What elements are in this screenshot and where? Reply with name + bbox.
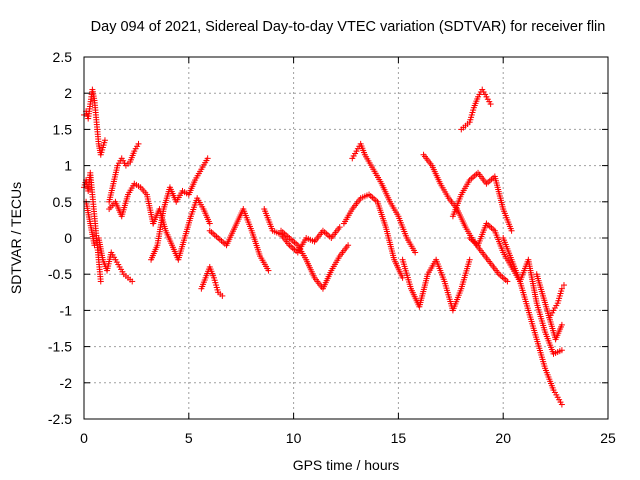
data-point xyxy=(504,278,511,285)
data-point xyxy=(412,249,419,256)
y-tick-labels: 2.5 2 1.5 1 0.5 0 -0.5 -1 -1.5 -2 -2.5 xyxy=(48,49,72,427)
axis-ticks xyxy=(83,56,609,420)
x-tick-labels: 0 5 10 15 20 25 xyxy=(80,430,616,446)
y-tick-label: -2 xyxy=(60,375,73,391)
y-tick-label: -1 xyxy=(60,302,73,318)
data-point xyxy=(336,224,343,231)
y-tick-label: 1.5 xyxy=(53,121,73,137)
x-tick-label: 5 xyxy=(185,430,193,446)
data-point xyxy=(97,278,104,285)
x-tick-label: 15 xyxy=(391,430,407,446)
data-point xyxy=(508,227,515,234)
y-tick-label: 2.5 xyxy=(53,49,73,65)
y-tick-label: 2 xyxy=(64,85,72,101)
chart-title: Day 094 of 2021, Sidereal Day-to-day VTE… xyxy=(91,19,606,35)
y-tick-label: -2.5 xyxy=(48,411,72,427)
y-tick-label: -0.5 xyxy=(48,266,72,282)
data-point xyxy=(345,242,352,249)
data-point xyxy=(204,155,211,162)
data-point xyxy=(219,292,226,299)
x-tick-label: 20 xyxy=(495,430,511,446)
data-point xyxy=(558,401,565,408)
data-points xyxy=(81,86,567,408)
data-point xyxy=(558,321,565,328)
data-point xyxy=(560,282,567,289)
data-point xyxy=(558,285,565,292)
x-axis-title: GPS time / hours xyxy=(293,457,400,473)
data-point xyxy=(466,256,473,263)
x-tick-label: 0 xyxy=(80,430,88,446)
data-point xyxy=(399,274,406,281)
y-tick-label: 1 xyxy=(64,158,72,174)
data-point xyxy=(101,137,108,144)
y-tick-label: 0 xyxy=(64,230,72,246)
y-tick-label: 0.5 xyxy=(53,194,73,210)
data-point xyxy=(129,278,136,285)
y-axis-title: SDTVAR / TECUs xyxy=(8,182,24,294)
x-tick-label: 10 xyxy=(286,430,302,446)
grid xyxy=(84,57,608,419)
data-point xyxy=(206,220,213,227)
x-tick-label: 25 xyxy=(600,430,616,446)
data-point xyxy=(135,140,142,147)
data-point xyxy=(487,101,494,108)
data-point xyxy=(265,267,272,274)
y-tick-label: -1.5 xyxy=(48,339,72,355)
data-point xyxy=(558,347,565,354)
